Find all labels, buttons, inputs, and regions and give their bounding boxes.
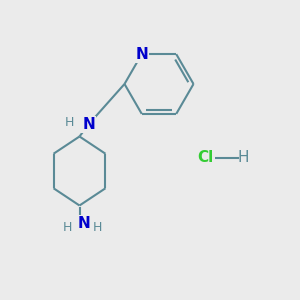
Text: N: N xyxy=(82,117,95,132)
Text: H: H xyxy=(65,116,74,129)
Text: Cl: Cl xyxy=(197,150,214,165)
Text: H: H xyxy=(63,220,72,234)
Text: N: N xyxy=(78,216,90,231)
Text: H: H xyxy=(93,220,102,234)
Text: N: N xyxy=(135,46,148,62)
Text: H: H xyxy=(237,150,249,165)
